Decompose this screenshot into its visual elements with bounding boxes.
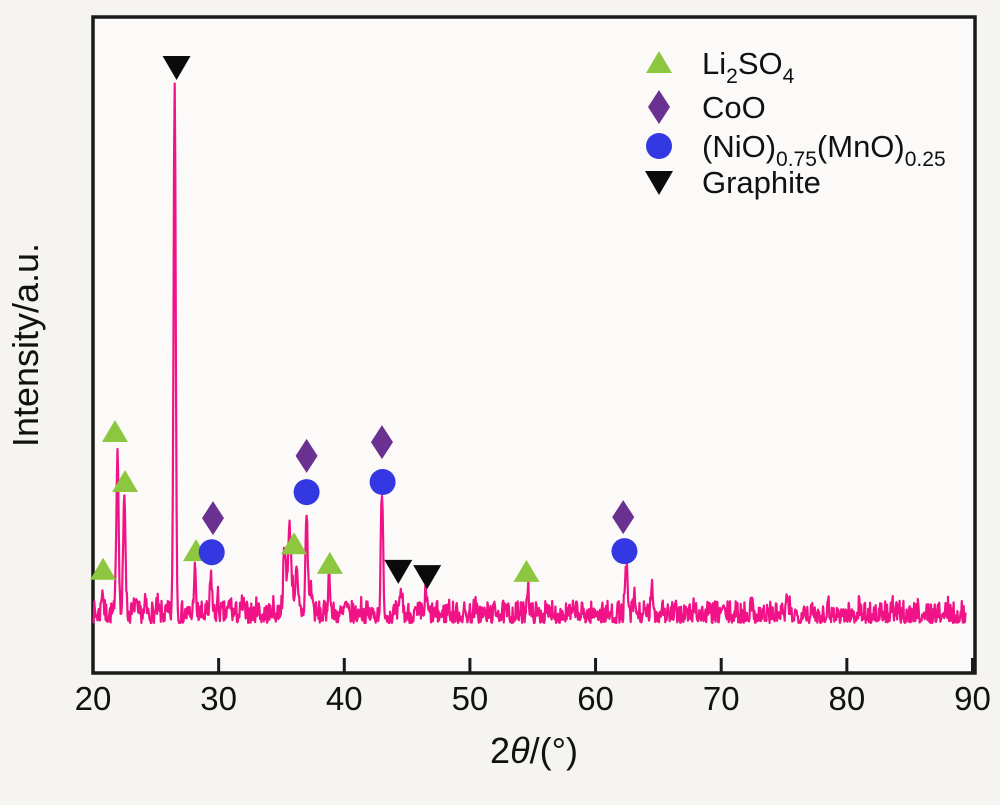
phase-marker-4 <box>162 56 191 81</box>
phase-marker-3 <box>198 539 225 566</box>
phase-marker-4 <box>384 559 413 584</box>
legend-label-2: CoO <box>702 90 766 125</box>
legend-marker-1 <box>646 51 672 73</box>
legend-label-1: Li2SO4 <box>702 46 795 88</box>
legend-marker-3 <box>646 133 672 159</box>
x-tick-label: 60 <box>577 680 614 717</box>
phase-marker-2 <box>295 438 318 473</box>
legend-label-3: (NiO)0.75(MnO)0.25 <box>702 129 946 171</box>
x-tick-label: 40 <box>326 680 363 717</box>
phase-marker-2 <box>612 500 635 535</box>
legend-label-4: Graphite <box>702 165 821 200</box>
legend-marker-2 <box>648 90 670 124</box>
phase-marker-1 <box>513 559 540 582</box>
x-tick-label: 20 <box>75 680 112 717</box>
x-tick-label: 90 <box>954 680 991 717</box>
phase-marker-2 <box>370 425 393 460</box>
x-tick-label: 50 <box>452 680 489 717</box>
phase-marker-1 <box>101 419 128 442</box>
phase-marker-4 <box>413 565 442 590</box>
y-axis-label: Intensity/a.u. <box>5 243 46 447</box>
phase-marker-1 <box>316 551 343 574</box>
x-tick-label: 70 <box>703 680 740 717</box>
x-tick-label: 80 <box>828 680 865 717</box>
x-tick-label: 30 <box>200 680 237 717</box>
xrd-trace <box>92 82 967 625</box>
phase-marker-1 <box>112 469 139 492</box>
phase-marker-3 <box>611 538 638 565</box>
plot-frame <box>91 15 977 675</box>
x-axis-label: 2θ/(°) <box>490 730 578 771</box>
phase-marker-3 <box>369 468 396 495</box>
phase-marker-1 <box>281 532 308 555</box>
phase-marker-1 <box>90 557 117 580</box>
legend-marker-4 <box>645 171 673 195</box>
phase-marker-3 <box>293 479 320 506</box>
phase-marker-2 <box>201 501 224 536</box>
